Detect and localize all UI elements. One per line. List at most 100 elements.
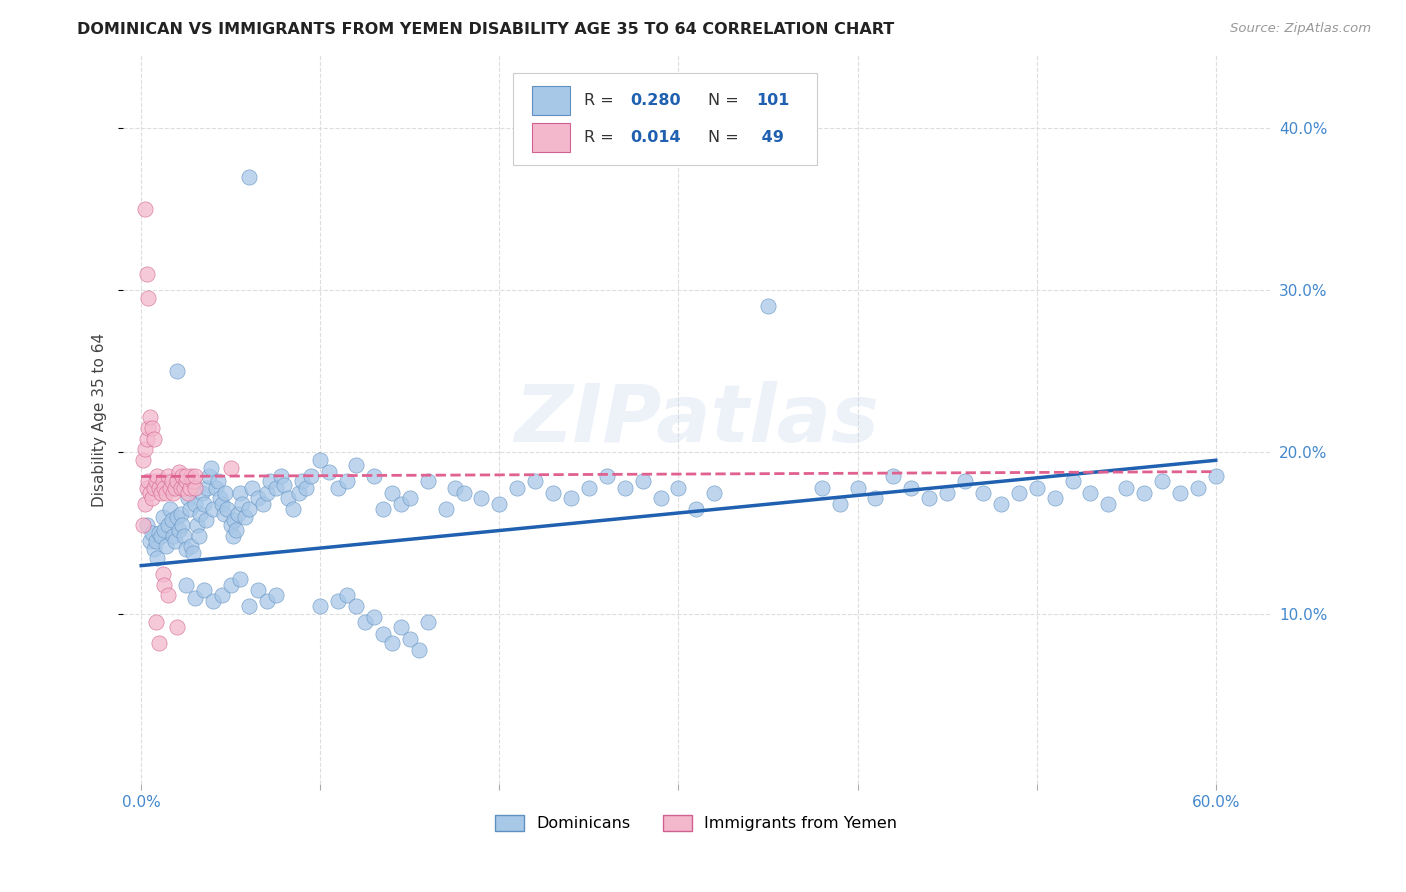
Point — [162, 529, 184, 543]
Point — [309, 453, 332, 467]
Point — [865, 491, 887, 505]
Point — [1168, 485, 1191, 500]
Point — [152, 475, 174, 489]
Point — [363, 469, 385, 483]
Point — [191, 485, 214, 500]
Point — [381, 485, 404, 500]
Point — [188, 507, 211, 521]
Point — [138, 421, 160, 435]
Point — [146, 550, 169, 565]
Point — [166, 510, 188, 524]
Point — [174, 542, 197, 557]
Point — [148, 526, 170, 541]
Point — [1187, 481, 1209, 495]
Point — [142, 481, 165, 495]
Point — [668, 481, 690, 495]
Point — [389, 497, 412, 511]
Point — [488, 497, 510, 511]
Point — [221, 529, 243, 543]
Point — [541, 485, 564, 500]
Point — [328, 594, 350, 608]
Point — [336, 475, 359, 489]
Point — [155, 539, 177, 553]
Point — [336, 588, 359, 602]
Point — [157, 518, 180, 533]
Point — [453, 485, 475, 500]
Point — [174, 469, 197, 483]
Point — [211, 588, 233, 602]
Point — [200, 461, 222, 475]
Point — [198, 469, 221, 483]
Point — [685, 502, 707, 516]
Point — [167, 465, 190, 479]
Point — [205, 481, 228, 495]
FancyBboxPatch shape — [533, 86, 571, 115]
Point — [159, 481, 181, 495]
Point — [201, 594, 224, 608]
Point — [596, 469, 619, 483]
Point — [270, 469, 292, 483]
Text: 0.014: 0.014 — [630, 130, 681, 145]
Point — [443, 481, 465, 495]
Legend: Dominicans, Immigrants from Yemen: Dominicans, Immigrants from Yemen — [495, 814, 897, 831]
Point — [159, 502, 181, 516]
Text: DOMINICAN VS IMMIGRANTS FROM YEMEN DISABILITY AGE 35 TO 64 CORRELATION CHART: DOMINICAN VS IMMIGRANTS FROM YEMEN DISAB… — [77, 22, 894, 37]
Point — [180, 469, 202, 483]
Point — [193, 582, 215, 597]
Point — [1133, 485, 1156, 500]
Point — [211, 497, 233, 511]
Point — [177, 485, 200, 500]
Point — [231, 497, 253, 511]
Point — [434, 502, 457, 516]
Point — [900, 481, 922, 495]
Point — [246, 582, 269, 597]
Point — [166, 364, 188, 378]
Point — [578, 481, 600, 495]
Point — [233, 510, 256, 524]
Point — [134, 497, 156, 511]
Point — [828, 497, 851, 511]
Point — [846, 481, 869, 495]
Point — [273, 477, 295, 491]
Point — [139, 485, 162, 500]
Point — [1150, 475, 1173, 489]
Point — [138, 475, 160, 489]
Point — [135, 518, 157, 533]
Point — [228, 485, 250, 500]
Point — [283, 502, 305, 516]
Point — [238, 169, 260, 184]
Point — [240, 481, 263, 495]
Point — [212, 507, 235, 521]
Point — [134, 202, 156, 216]
Point — [344, 599, 367, 614]
Point — [184, 481, 207, 495]
Point — [224, 513, 246, 527]
Point — [169, 507, 191, 521]
Point — [219, 461, 242, 475]
Point — [152, 566, 174, 581]
Point — [173, 529, 195, 543]
Point — [416, 475, 439, 489]
Point — [208, 491, 231, 505]
Point — [344, 458, 367, 472]
Point — [295, 481, 318, 495]
Point — [160, 475, 183, 489]
Point — [148, 481, 170, 495]
Point — [246, 491, 269, 505]
Point — [309, 599, 332, 614]
Point — [990, 497, 1012, 511]
Point — [148, 636, 170, 650]
Point — [1025, 481, 1047, 495]
Point — [172, 469, 194, 483]
Point — [160, 513, 183, 527]
Point — [149, 529, 172, 543]
Point — [371, 502, 394, 516]
Point — [157, 469, 180, 483]
Point — [149, 485, 172, 500]
Point — [252, 497, 274, 511]
Text: 49: 49 — [756, 130, 785, 145]
Point — [1008, 485, 1031, 500]
Point — [201, 502, 224, 516]
Text: 0.280: 0.280 — [630, 93, 681, 108]
Point — [1062, 475, 1084, 489]
